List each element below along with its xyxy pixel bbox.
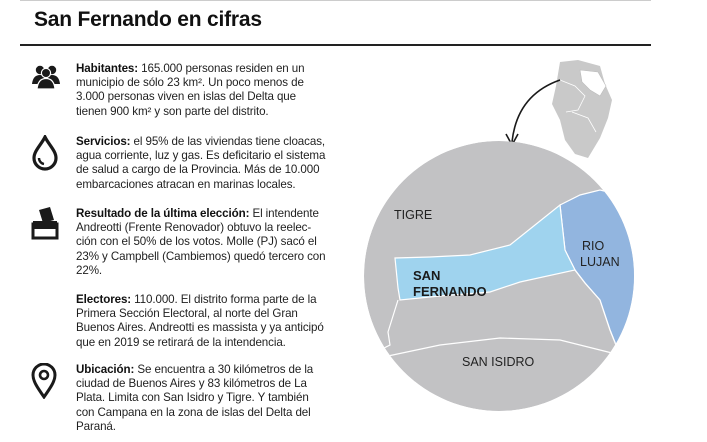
- info-line: 165.000 personas residen en un: [138, 62, 305, 75]
- info-item-text: Servicios: el 95% de las viviendas tiene…: [76, 135, 346, 192]
- info-line: 23% y Campbell (Cambiemos) quedó tercero…: [76, 249, 326, 263]
- people-icon: [30, 62, 62, 94]
- location-pin-icon: [30, 362, 62, 400]
- info-item-label: Ubicación:: [76, 363, 135, 376]
- info-item-text: Resultado de la última elección: El inte…: [76, 207, 346, 278]
- region-san-fernando: [394, 203, 576, 301]
- info-line: Se encuentra a 30 kilómetros de la: [134, 363, 314, 376]
- top-rule: [20, 0, 651, 1]
- map-label-san-fernando-2: FERNANDO: [413, 284, 487, 299]
- info-line: ciudad de Buenos Aires y 83 kilómetros d…: [76, 377, 307, 391]
- map-label-rio-lujan-1: RIO: [582, 239, 605, 253]
- info-line: El intendente: [249, 207, 319, 220]
- title-rule: [20, 44, 651, 46]
- map-label-tigre: TIGRE: [394, 208, 432, 222]
- district-map: [364, 141, 634, 411]
- map-label-san-isidro: SAN ISIDRO: [462, 355, 535, 369]
- info-item-label: Servicios:: [76, 135, 131, 148]
- page-title: San Fernando en cifras: [34, 8, 262, 31]
- info-line: municipio de sólo 23 km². Un poco menos …: [76, 76, 304, 90]
- info-item-label: Electores:: [76, 293, 132, 306]
- info-line: con Campana en la zona de islas del Delt…: [76, 405, 311, 419]
- pointer-arrow: [505, 79, 561, 147]
- info-line: Andreotti (Frente Renovador) obtuvo la r…: [76, 221, 312, 235]
- info-item-text: Electores: 110.000. El distrito forma pa…: [76, 293, 346, 350]
- info-line: Plata. Limita con San Isidro y Tigre. Y …: [76, 391, 309, 405]
- inset-map: [552, 60, 612, 158]
- info-line: 3.000 personas viven en islas del Delta …: [76, 90, 296, 104]
- info-line: Buenos Aires. Andreotti es massista y ya…: [76, 321, 324, 335]
- info-line: tienen 900 km² y son parte del distrito.: [76, 104, 269, 118]
- info-line: agua corriente, luz y gas. Es deficitari…: [76, 149, 326, 163]
- inset-highlight: [579, 69, 607, 97]
- info-line: 22%.: [76, 263, 103, 277]
- info-line: ción con el 50% de los votos. Molle (PJ)…: [76, 235, 317, 249]
- info-item-text: Ubicación: Se encuentra a 30 kilómetros …: [76, 363, 346, 434]
- info-line: el 95% de las viviendas tiene cloacas,: [130, 135, 326, 148]
- info-item-label: Resultado de la última elección:: [76, 207, 250, 220]
- water-drop-icon: [30, 133, 62, 171]
- info-line: 110.000. El distrito forma parte de la: [131, 293, 317, 306]
- info-item-label: Habitantes:: [76, 62, 139, 75]
- ballot-box-icon: [30, 207, 62, 240]
- info-line: de salud a cargo de la Provincia. Más de…: [76, 163, 320, 177]
- map-label-san-fernando-1: SAN: [413, 268, 440, 283]
- info-line: Primera Sección Electoral, al norte del …: [76, 307, 298, 321]
- info-line: que en 2019 se retirará de la intendenci…: [76, 335, 286, 349]
- map-label-rio-lujan-2: LUJAN: [580, 255, 620, 269]
- info-line: embarcaciones atracan en marinas locales…: [76, 177, 296, 191]
- info-item-text: Habitantes: 165.000 personas residen en …: [76, 62, 346, 119]
- info-line: Paraná.: [76, 419, 116, 433]
